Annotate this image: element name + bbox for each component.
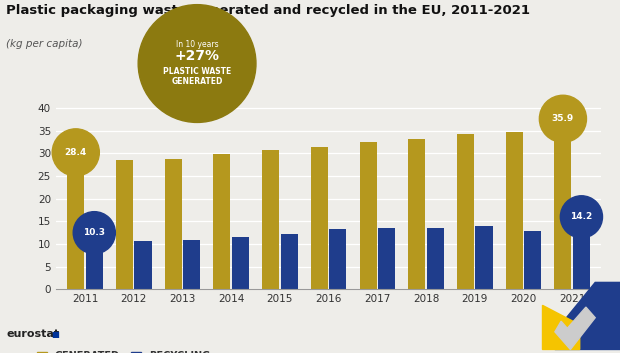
Bar <box>135 241 151 289</box>
Text: (kg per capita): (kg per capita) <box>6 39 82 49</box>
Bar <box>311 148 328 289</box>
Bar <box>554 126 572 289</box>
Bar <box>165 159 182 289</box>
Text: 10.3: 10.3 <box>83 228 105 237</box>
Bar <box>213 154 231 289</box>
Bar <box>476 226 492 289</box>
Bar <box>86 243 103 289</box>
Text: eurostat: eurostat <box>6 329 60 339</box>
Text: 35.9: 35.9 <box>552 114 574 123</box>
Bar <box>524 231 541 289</box>
Text: +27%: +27% <box>175 49 219 64</box>
Bar <box>457 134 474 289</box>
Bar <box>281 234 298 289</box>
Bar <box>183 240 200 289</box>
Text: GENERATED: GENERATED <box>171 77 223 86</box>
Bar <box>573 225 590 289</box>
Bar <box>262 150 279 289</box>
Text: PLASTIC WASTE: PLASTIC WASTE <box>163 67 231 76</box>
Bar <box>506 132 523 289</box>
Bar <box>232 237 249 289</box>
Bar <box>378 228 395 289</box>
Text: In 10 years: In 10 years <box>175 40 218 49</box>
Bar <box>408 139 425 289</box>
Legend: GENERATED, RECYCLING: GENERATED, RECYCLING <box>33 347 214 353</box>
Text: ■: ■ <box>51 330 60 339</box>
Bar <box>67 161 84 289</box>
Bar <box>360 142 376 289</box>
Bar <box>116 160 133 289</box>
Text: 28.4: 28.4 <box>64 148 87 157</box>
Bar <box>427 228 444 289</box>
Text: 14.2: 14.2 <box>570 213 593 221</box>
Bar <box>329 229 347 289</box>
Text: Plastic packaging waste generated and recycled in the EU, 2011-2021: Plastic packaging waste generated and re… <box>6 4 530 17</box>
